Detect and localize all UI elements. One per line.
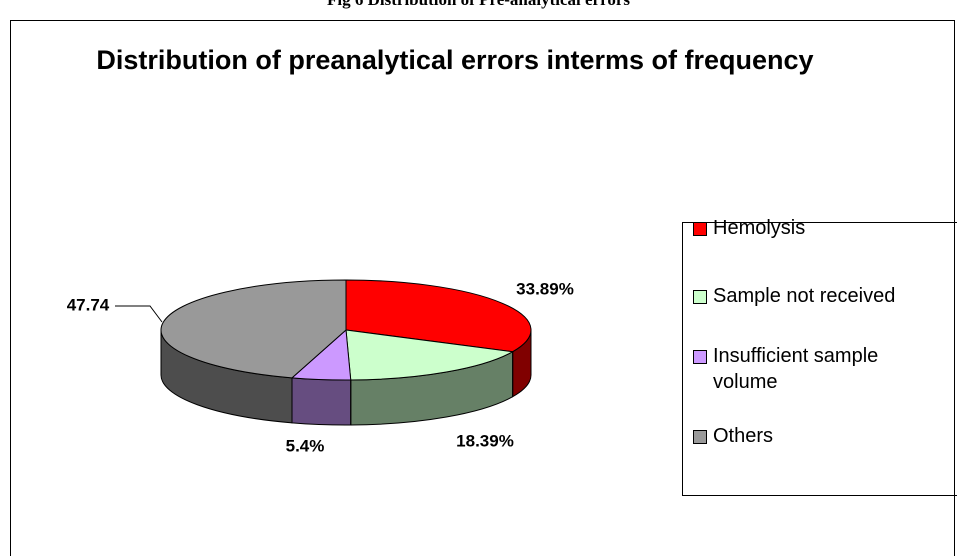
legend-swatch [693, 350, 707, 364]
legend-swatch [693, 290, 707, 304]
slice [160, 279, 347, 379]
value-label: 47.74 [67, 295, 110, 314]
chart-area [10, 20, 955, 556]
legend-label: Sample not received [713, 285, 896, 307]
legend-item: Insufficient sample volume [693, 343, 948, 395]
legend: Hemolysis Sample not received Insufficient… [682, 217, 957, 496]
slice [345, 279, 532, 353]
leader-line [115, 305, 163, 323]
legend-item: Sample not received [693, 283, 948, 309]
legend-label: Insufficient sample volume [713, 345, 879, 393]
legend-label: Others [713, 425, 774, 447]
value-label: 5.4% [286, 436, 325, 455]
slice-side [291, 377, 352, 426]
value-label: 18.39% [456, 431, 514, 450]
value-label: 33.89% [516, 279, 574, 298]
figure-caption: Fig 6 Distribution of Pre-analytical err… [0, 0, 957, 10]
legend-label: Hemolysis [713, 217, 806, 239]
chart-title: Distribution of preanalytical errors int… [96, 45, 814, 75]
slice [345, 329, 515, 381]
legend-item: Hemolysis [693, 215, 948, 241]
legend-item: Others [693, 423, 948, 449]
legend-swatch [693, 222, 707, 236]
legend-swatch [693, 430, 707, 444]
